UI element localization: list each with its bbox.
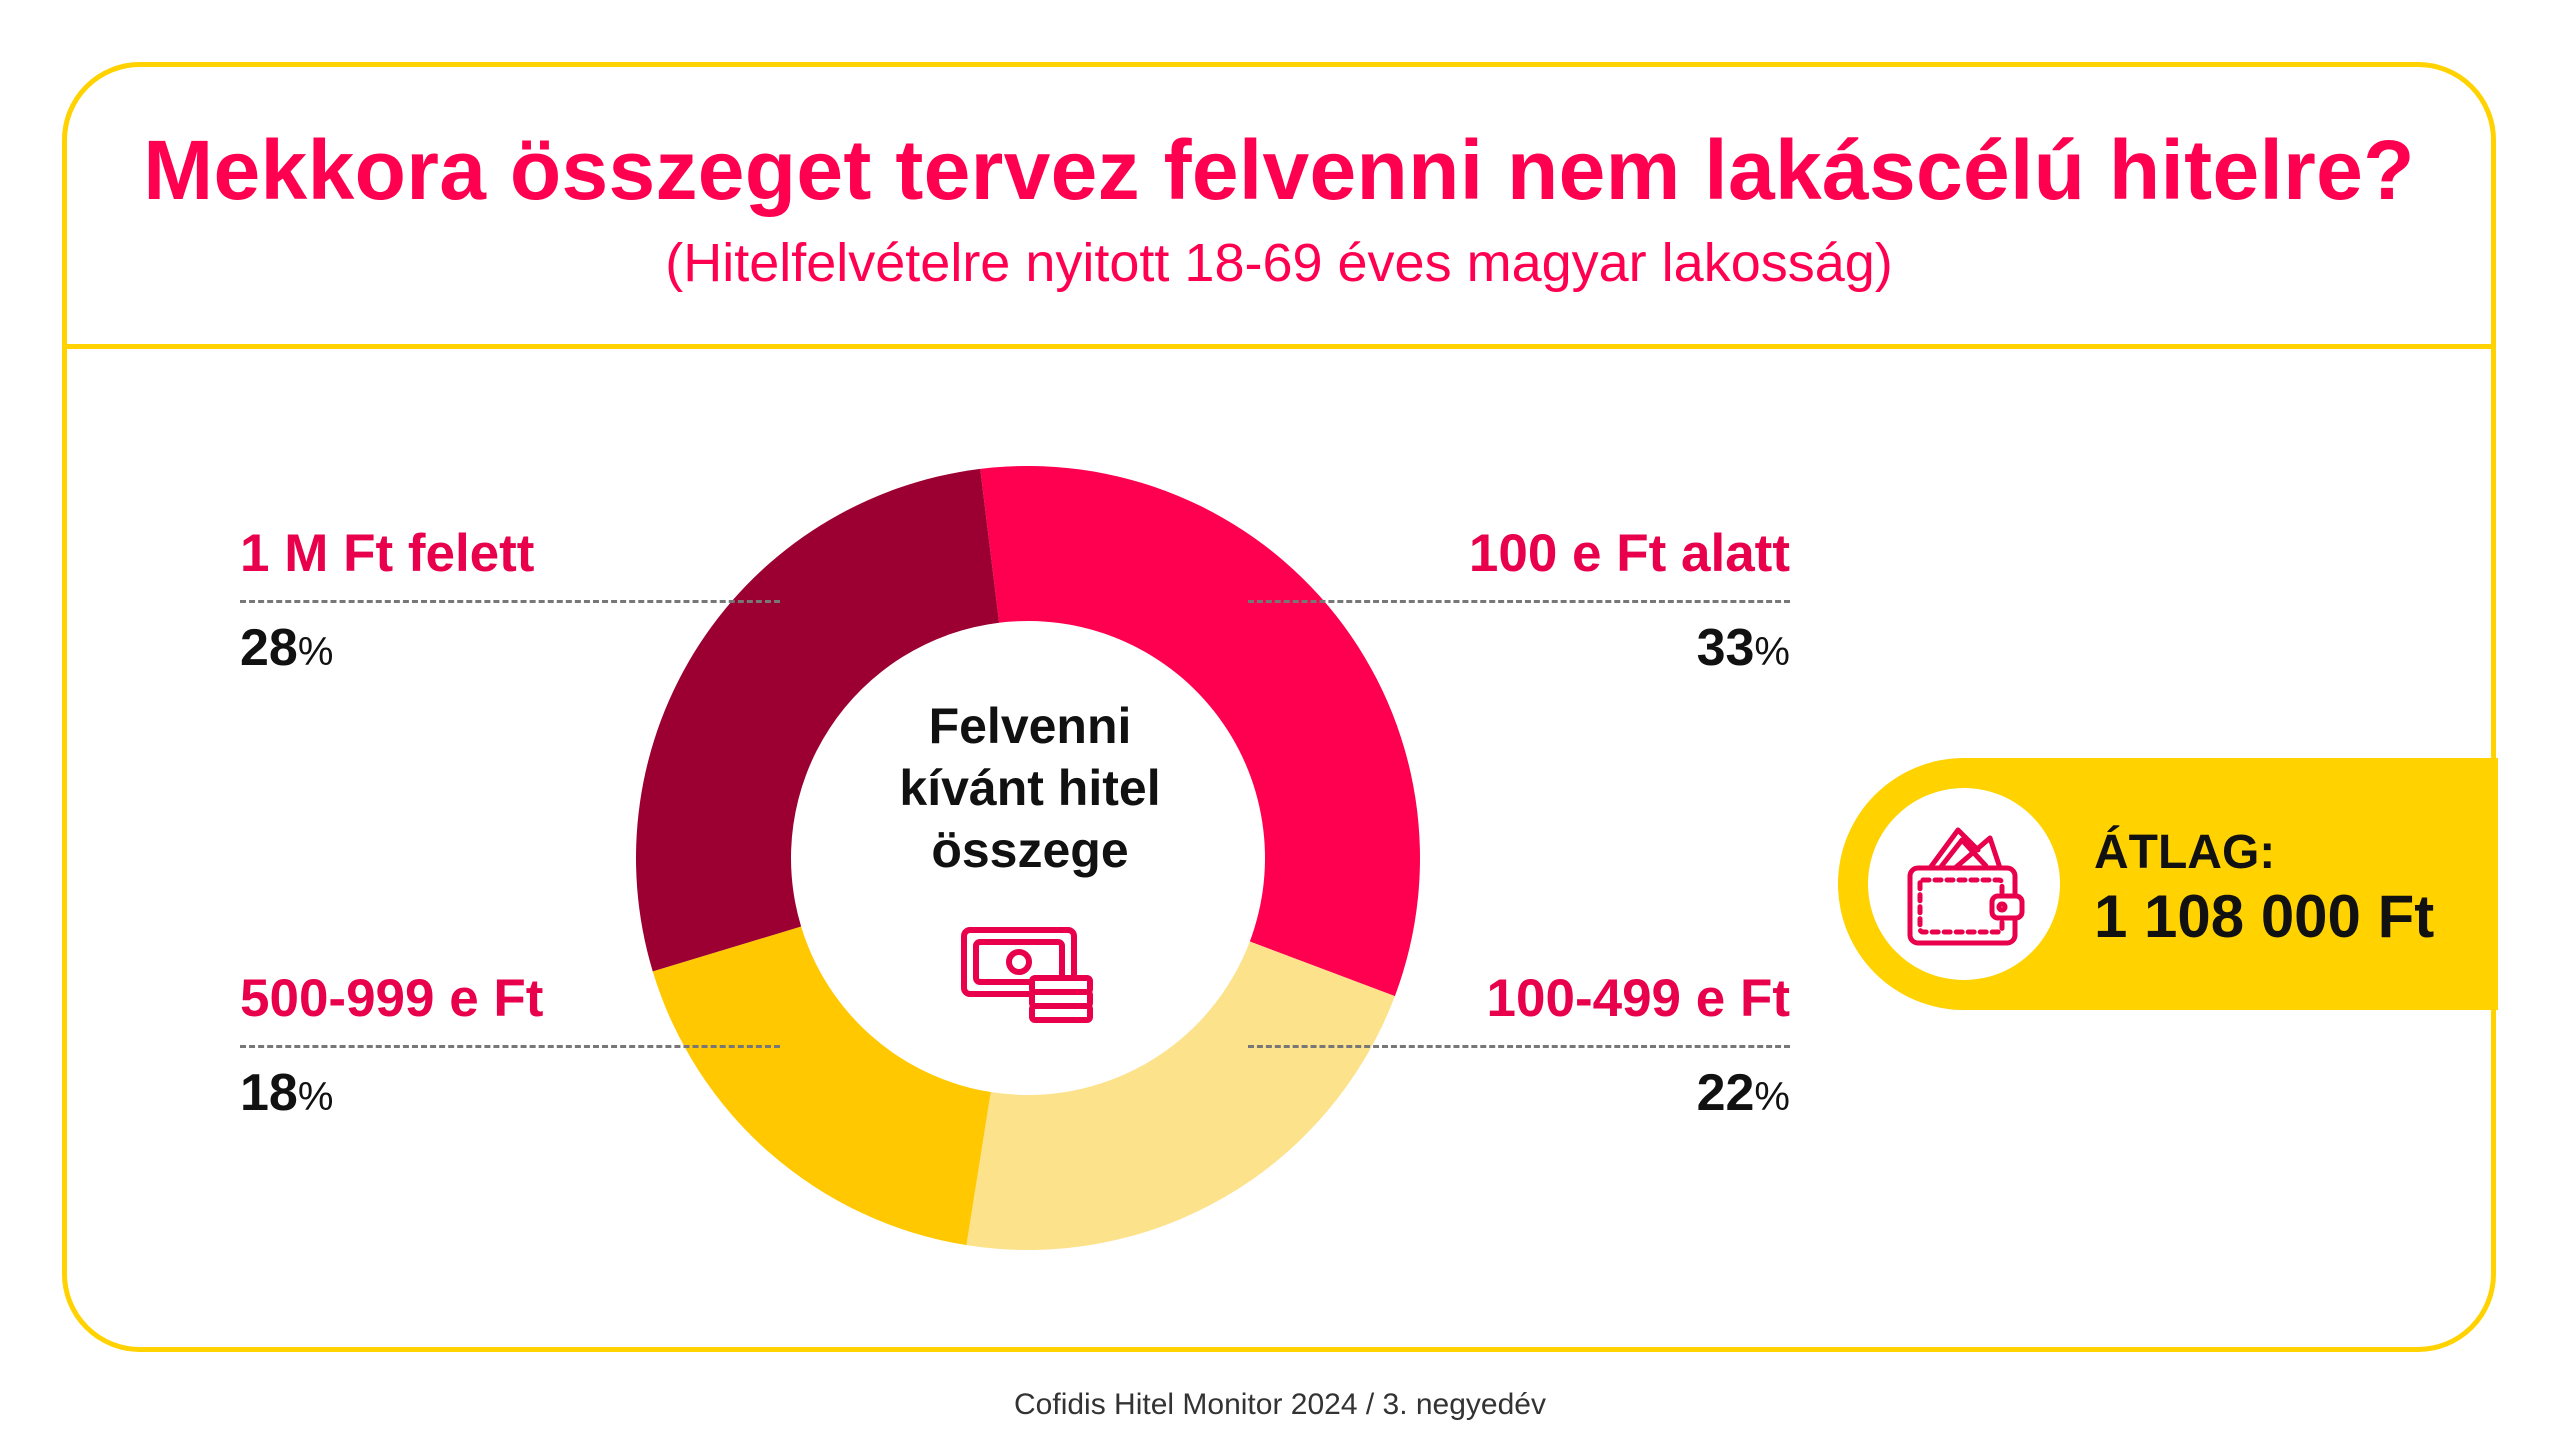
value-over-1m: 28% [240, 619, 334, 677]
center-line-1: Felvenni [928, 698, 1132, 754]
slice-500-999k [652, 926, 991, 1246]
page-subtitle: (Hitelfelvételre nyitott 18-69 éves magy… [665, 233, 1893, 293]
wallet-icon [1907, 827, 2025, 946]
leader-line-100-499k [1248, 1045, 1790, 1048]
average-icon-circle [1868, 788, 2060, 980]
label-500-999k: 500-999 e Ft [240, 969, 544, 1028]
source-note: Cofidis Hitel Monitor 2024 / 3. negyedév [1014, 1388, 1546, 1421]
leader-line-500-999k [240, 1045, 780, 1048]
leader-line-under-100k [1248, 600, 1790, 603]
label-under-100k: 100 e Ft alatt [1468, 524, 1790, 583]
slice-100-499k [966, 941, 1395, 1250]
slice-under-100k [980, 466, 1420, 997]
infographic-frame: Mekkora összeget tervez felvenni nem lak… [62, 62, 2496, 1352]
label-100-499k: 100-499 e Ft [1486, 969, 1790, 1028]
label-over-1m: 1 M Ft felett [240, 524, 535, 583]
leader-line-over-1m [240, 600, 780, 603]
header-divider [67, 344, 2491, 349]
page-title: Mekkora összeget tervez felvenni nem lak… [143, 123, 2415, 217]
center-line-2: kívánt hitel [899, 760, 1161, 816]
average-value: 1 108 000 Ft [2094, 883, 2435, 950]
value-under-100k: 33% [1696, 619, 1790, 677]
value-500-999k: 18% [240, 1064, 334, 1122]
money-cash-icon [961, 927, 1093, 1023]
donut-center-label: Felvenni kívánt hitel összege [855, 695, 1205, 881]
value-100-499k: 22% [1696, 1064, 1790, 1122]
center-line-3: összege [931, 822, 1129, 878]
average-label: ÁTLAG: [2094, 826, 2276, 879]
slice-over-1m [636, 468, 1000, 972]
